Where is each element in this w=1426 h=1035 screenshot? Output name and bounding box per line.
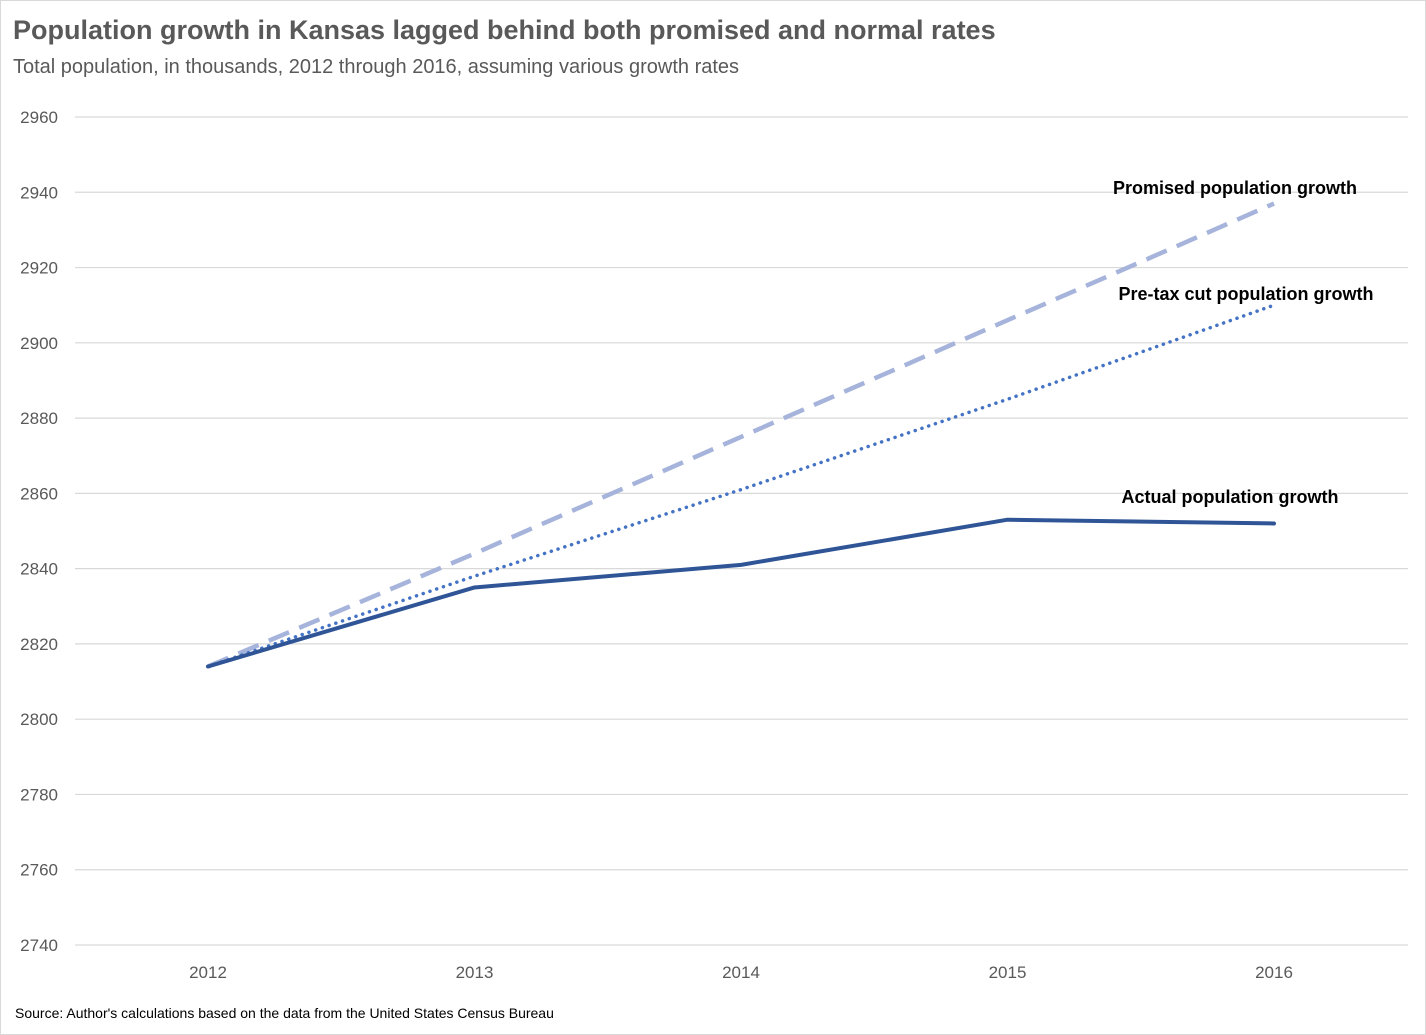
y-tick-label: 2920 xyxy=(20,259,58,278)
y-tick-label: 2840 xyxy=(20,560,58,579)
series-label: Actual population growth xyxy=(1122,487,1339,507)
series-line-dashed xyxy=(207,201,1275,669)
y-tick-label: 2820 xyxy=(20,635,58,654)
x-tick-label: 2015 xyxy=(989,963,1027,982)
y-tick-label: 2740 xyxy=(20,936,58,955)
series-label: Promised population growth xyxy=(1113,178,1357,198)
y-tick-label: 2860 xyxy=(20,484,58,503)
x-tick-label: 2016 xyxy=(1255,963,1293,982)
y-tick-label: 2940 xyxy=(20,183,58,202)
y-tick-label: 2880 xyxy=(20,409,58,428)
x-tick-label: 2013 xyxy=(456,963,494,982)
y-tick-label: 2900 xyxy=(20,334,58,353)
series-label: Pre-tax cut population growth xyxy=(1119,284,1374,304)
series-line-solid xyxy=(206,517,1276,669)
x-tick-label: 2012 xyxy=(189,963,227,982)
chart-source: Source: Author's calculations based on t… xyxy=(15,1005,554,1021)
y-tick-label: 2800 xyxy=(20,710,58,729)
y-tick-label: 2780 xyxy=(20,785,58,804)
chart-subtitle: Total population, in thousands, 2012 thr… xyxy=(13,56,740,78)
x-tick-label: 2014 xyxy=(722,963,760,982)
y-tick-label: 2960 xyxy=(20,108,58,127)
y-tick-label: 2760 xyxy=(20,861,58,880)
chart-title: Population growth in Kansas lagged behin… xyxy=(13,15,996,45)
series-line-dotted xyxy=(206,303,1276,669)
